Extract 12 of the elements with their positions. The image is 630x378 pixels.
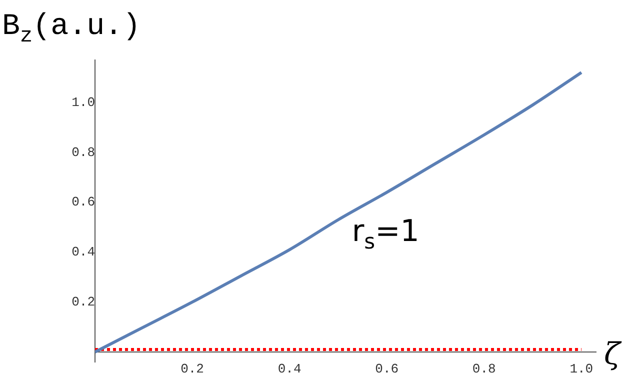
x-tick-label: 0.8 [472, 361, 496, 376]
x-tick-label: 1.0 [570, 361, 594, 376]
x-tick-label: 0.4 [278, 361, 302, 376]
y-tick-label: 0.2 [72, 294, 95, 310]
y-tick-label: 1.0 [72, 94, 95, 110]
x-axis-title: ζ [604, 336, 622, 372]
y-tick-label: 0.4 [72, 244, 96, 260]
x-tick-label: 0.2 [180, 361, 204, 376]
y-tick-label: 0.8 [72, 144, 95, 160]
line-series [95, 70, 583, 354]
x-tick-label: 0.6 [375, 361, 399, 376]
y-tick-label: 0.6 [72, 194, 95, 210]
